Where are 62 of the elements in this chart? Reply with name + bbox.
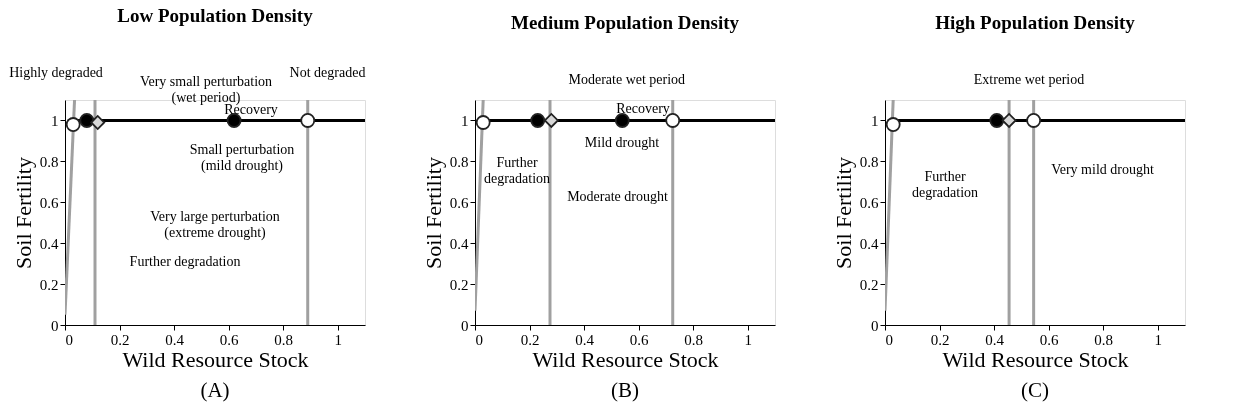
x-tick-label: 0.6 [1039, 331, 1060, 348]
annotation: Very mild drought [1051, 161, 1154, 177]
annotation: Mild drought [584, 134, 660, 150]
y-tick-label: 0 [871, 317, 879, 334]
x-tick-label: 0.6 [629, 331, 650, 348]
x-tick-label: 0 [475, 331, 483, 348]
x-tick-label: 1 [1154, 331, 1162, 348]
y-tick-label: 0 [51, 317, 59, 334]
chart-title: Low Population Density [117, 5, 314, 26]
annotation: Further degradation [483, 155, 551, 186]
x-tick-label: 1 [744, 331, 752, 348]
y-tick-label: 0 [461, 317, 469, 334]
text: Not degraded [289, 65, 366, 80]
chart-title: High Population Density [935, 11, 1136, 33]
x-tick-label: 0.8 [684, 331, 704, 348]
x-tick-label: 0 [885, 331, 893, 348]
y-tick-label: 0.8 [39, 153, 59, 170]
y-tick-label: 0.8 [859, 153, 879, 170]
y-tick-label: 0.2 [859, 276, 879, 293]
text: Extreme wet period [973, 71, 1085, 87]
x-tick-label: 0.4 [165, 331, 185, 348]
annotation: Moderate drought [567, 188, 668, 204]
annotation: Recovery [616, 101, 670, 116]
x-tick-label: 0.2 [930, 331, 950, 348]
y-tick-label: 1 [51, 112, 59, 129]
y-tick-label: 0.6 [39, 194, 59, 211]
annotation: Small perturbation (mild drought) [189, 141, 295, 174]
text: (A) [200, 378, 230, 402]
text: Moderate wet period [568, 71, 686, 87]
x-tick-label: 0.8 [1094, 331, 1114, 348]
x-tick-label: 0.8 [274, 331, 294, 348]
y-tick-label: 0.8 [449, 153, 469, 170]
y-tick-label: 0.4 [39, 235, 59, 252]
y-axis-title: Soil Fertility [10, 157, 36, 269]
y-tick-label: 0.2 [39, 276, 59, 293]
y-tick-label: 0.4 [859, 235, 879, 252]
x-axis-title: Wild Resource Stock [942, 346, 1129, 372]
annotation: Very small perturbation (wet period) [139, 74, 273, 106]
y-tick-label: 0.6 [859, 194, 879, 211]
chart-title: Medium Population Density [510, 11, 740, 33]
y-axis-title: Soil Fertility [830, 157, 856, 269]
annotation: Further degradation [129, 254, 241, 269]
x-tick-label: 0.4 [985, 331, 1005, 348]
x-tick-label: 0.2 [520, 331, 540, 348]
x-tick-label: 0 [65, 331, 73, 348]
y-tick-label: 0.4 [449, 235, 469, 252]
y-tick-label: 1 [871, 112, 879, 129]
y-axis-title: Soil Fertility [420, 157, 446, 269]
x-tick-label: 0.6 [219, 331, 240, 348]
y-tick-label: 0.2 [449, 276, 469, 293]
x-tick-label: 1 [334, 331, 342, 348]
annotation: Further degradation [911, 168, 979, 200]
y-tick-label: 0.6 [449, 194, 469, 211]
x-axis-title: Wild Resource Stock [122, 346, 309, 372]
text: (B) [611, 378, 639, 402]
y-tick-label: 1 [461, 112, 469, 129]
text: (C) [1021, 378, 1049, 402]
x-axis-title: Wild Resource Stock [532, 346, 719, 372]
x-tick-label: 0.2 [110, 331, 130, 348]
x-tick-label: 0.4 [575, 331, 595, 348]
text: Highly degraded [9, 65, 103, 80]
annotation: Very large perturbation (extreme drought) [150, 209, 280, 241]
